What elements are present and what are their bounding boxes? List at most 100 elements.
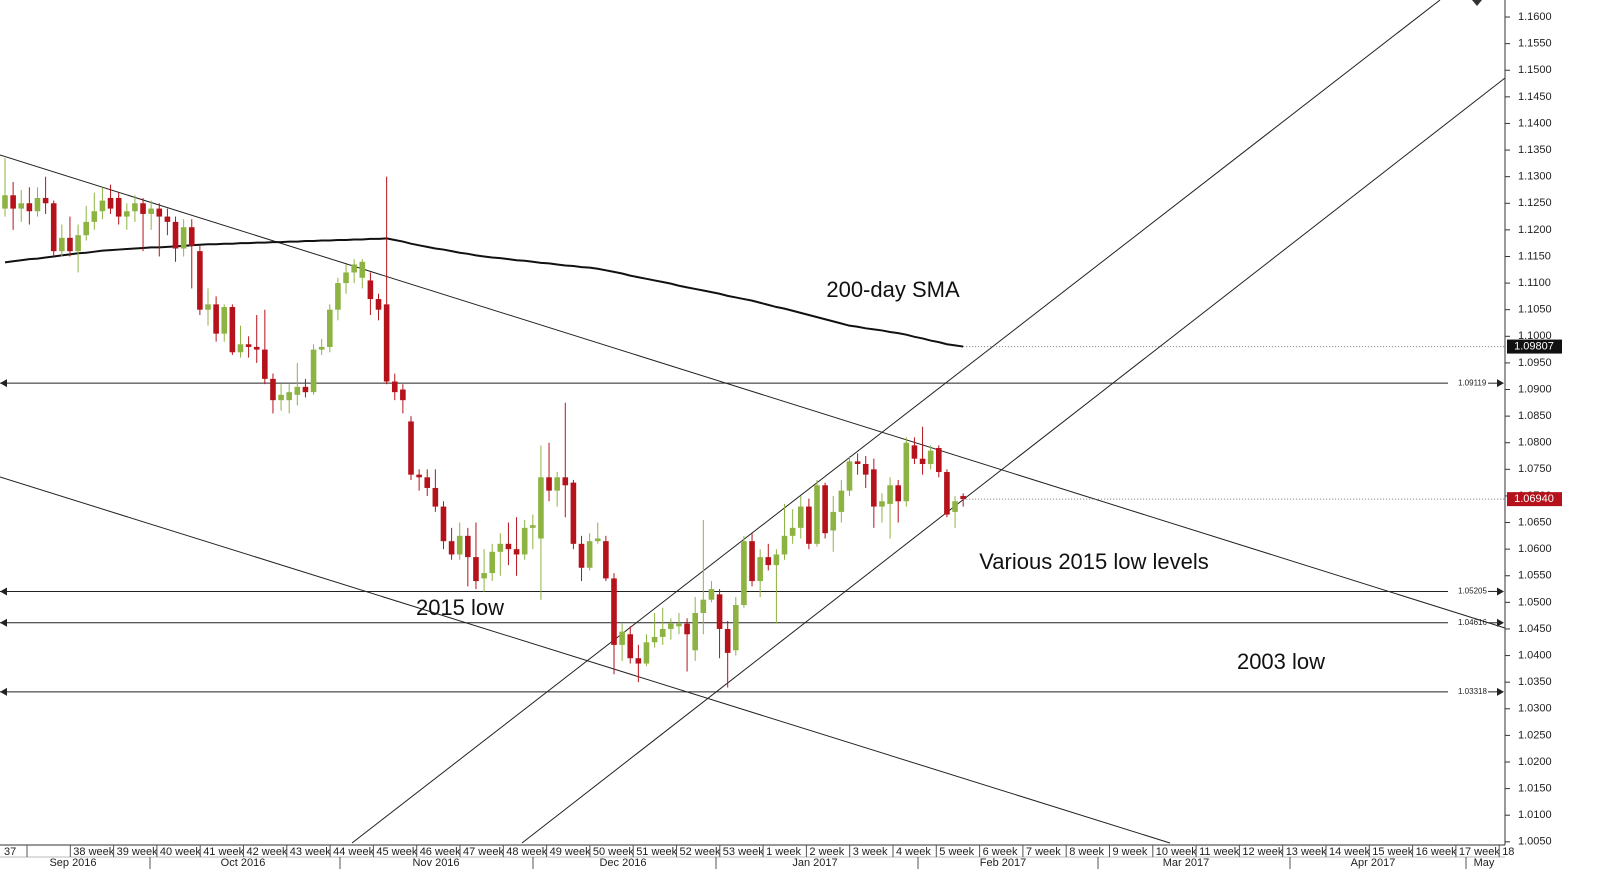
candle-body (253, 346, 260, 350)
candle-body (838, 490, 845, 512)
candle-body (375, 299, 382, 310)
candle-body (546, 477, 552, 491)
candle-body (846, 461, 853, 491)
candle-body (887, 485, 893, 504)
candle-body (448, 541, 455, 555)
candle-body (10, 195, 16, 209)
week-label: 48 week (506, 846, 547, 858)
candle-body (854, 461, 861, 465)
candle-body (400, 389, 406, 401)
candle-body (59, 237, 65, 252)
level-arrow (0, 587, 7, 596)
y-tick-label: 1.0400 (1518, 649, 1552, 661)
week-label: 11 week (1199, 846, 1240, 858)
candle-body (229, 307, 236, 353)
candle-body (42, 197, 49, 204)
candle-body (148, 208, 154, 214)
candle-body (391, 381, 398, 393)
y-tick-label: 1.0350 (1518, 676, 1552, 688)
y-tick-label: 1.0500 (1518, 596, 1552, 608)
y-tick-label: 1.0150 (1518, 783, 1552, 795)
y-tick-label: 1.1050 (1518, 304, 1552, 316)
candle-body (34, 197, 41, 212)
week-label: 8 week (1069, 846, 1104, 858)
level-label: 1.05205 (1458, 587, 1487, 596)
trend-line (351, 0, 1441, 844)
candle-body (440, 506, 447, 542)
level-arrow (0, 618, 7, 627)
candle-body (627, 634, 634, 659)
month-label: Mar 2017 (1163, 857, 1209, 869)
candle-body (367, 280, 374, 300)
week-label: 4 week (896, 846, 931, 858)
week-label: 16 week (1416, 846, 1457, 858)
candle-body (692, 612, 698, 651)
y-tick-label: 1.0050 (1518, 836, 1552, 848)
candle-body (205, 304, 211, 310)
candle-body (684, 623, 690, 635)
week-label: 50 week (593, 846, 634, 858)
candle-body (245, 344, 252, 347)
candle-body (708, 589, 715, 600)
candle-body (91, 211, 98, 222)
week-label: 43 week (290, 846, 331, 858)
candle-body (538, 477, 544, 539)
y-tick-label: 1.0100 (1518, 809, 1552, 821)
candle-body (554, 477, 560, 491)
sma-last-label: 1.09807 (1514, 340, 1554, 352)
candle-body (156, 208, 163, 217)
week-label: 45 week (376, 846, 417, 858)
candle-body (936, 448, 942, 472)
candle-body (432, 487, 439, 507)
y-tick-label: 1.0200 (1518, 756, 1552, 768)
candle-body (814, 485, 820, 544)
candle-body (741, 541, 747, 606)
week-label: 7 week (1026, 846, 1061, 858)
y-tick-label: 1.0900 (1518, 383, 1552, 395)
week-label: 10 week (1156, 846, 1197, 858)
candle-body (115, 197, 122, 217)
candle-body (359, 261, 366, 278)
candle-body (107, 197, 114, 209)
last-price-label: 1.06940 (1514, 493, 1554, 505)
candle-body (383, 304, 390, 382)
candle-body (124, 211, 130, 217)
candle-body (521, 527, 528, 555)
candle-body (416, 474, 422, 478)
sma-line (4, 237, 964, 348)
candle-body (99, 200, 106, 212)
trend-lines (0, 0, 1506, 844)
candle-body (197, 251, 203, 310)
candle-body (286, 392, 292, 401)
candle-body (2, 195, 8, 209)
level-arrow (0, 379, 7, 388)
y-tick-label: 1.1000 (1518, 330, 1552, 342)
candle-body (456, 535, 463, 555)
y-tick-label: 1.1450 (1518, 91, 1552, 103)
candle-body (302, 386, 309, 393)
candle-body (806, 506, 812, 544)
candle-body (927, 450, 934, 465)
trend-line (521, 77, 1506, 844)
candle-body (327, 309, 333, 347)
candle-body (603, 541, 609, 579)
candle-body (700, 599, 707, 613)
candle-body (789, 527, 796, 536)
candle-body (643, 642, 650, 664)
candle-body (172, 221, 179, 249)
y-tick-label: 1.1100 (1518, 277, 1551, 289)
week-label: 1 week (766, 846, 801, 858)
candle-body (716, 594, 723, 629)
y-tick-label: 1.0600 (1518, 543, 1552, 555)
candle-body (659, 628, 666, 637)
candle-body (75, 235, 81, 252)
week-label: 15 week (1372, 846, 1413, 858)
level-arrow (1497, 618, 1504, 627)
candle-body (497, 543, 504, 552)
candle-body (586, 541, 593, 568)
annotation: 2003 low (1237, 649, 1325, 674)
annotation: 200-day SMA (826, 277, 960, 302)
candle-body (473, 557, 479, 582)
